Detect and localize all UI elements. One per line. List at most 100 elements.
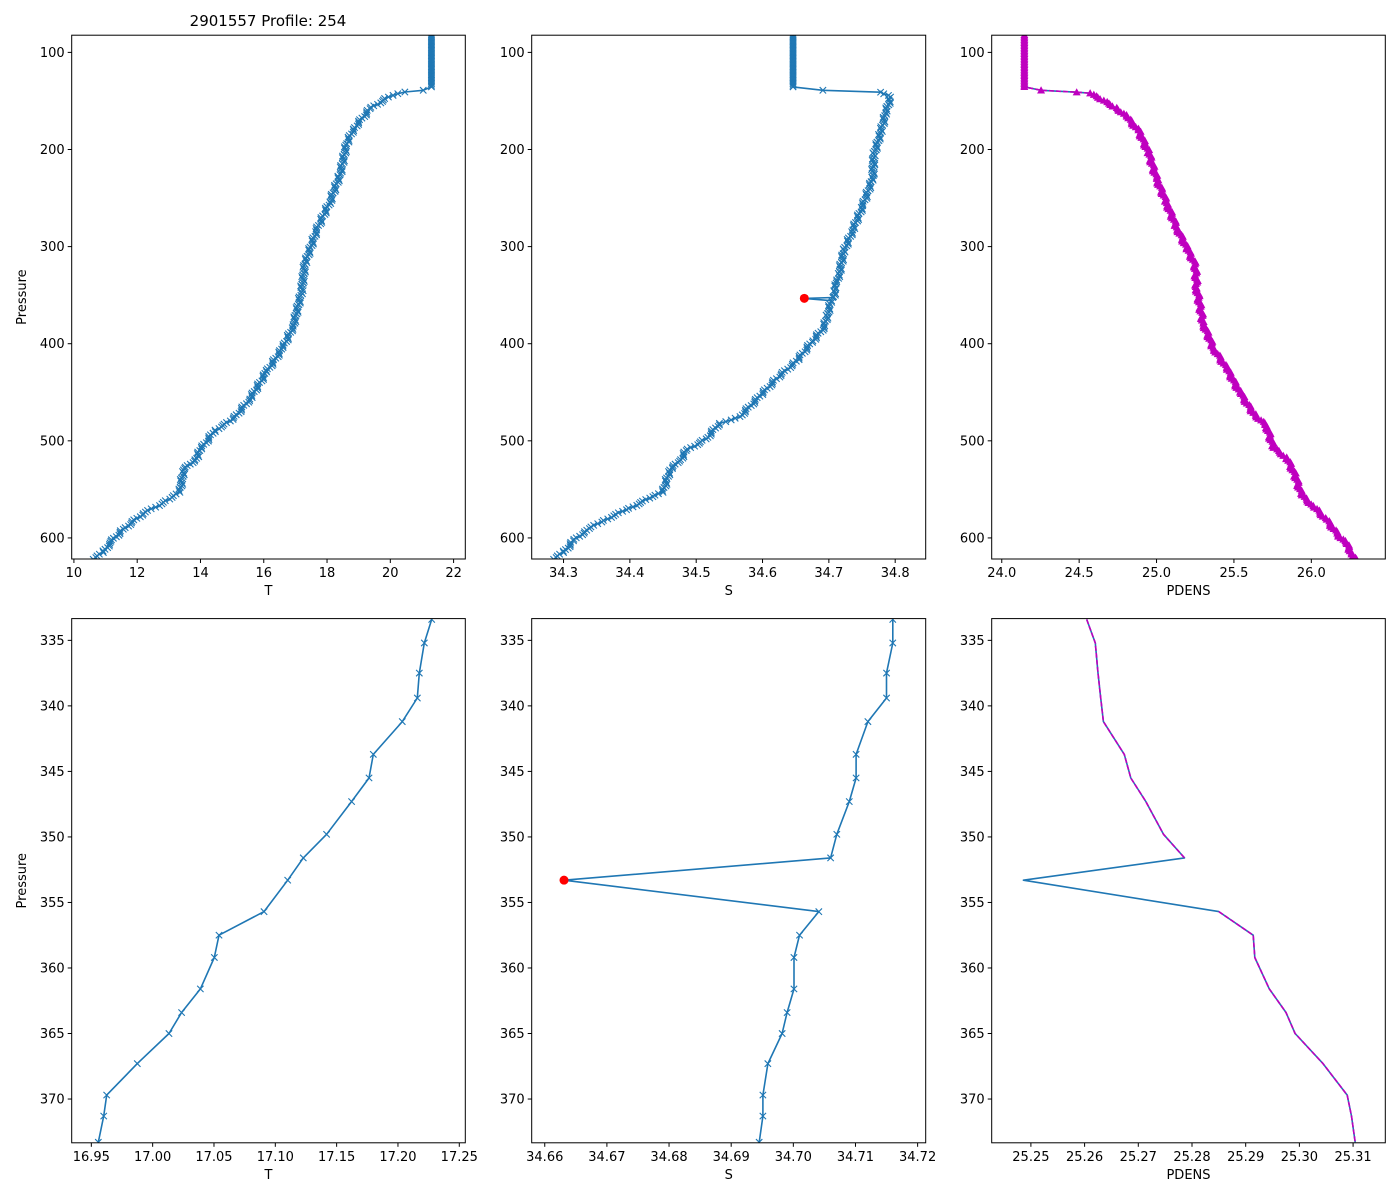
data-point-triangle-marker bbox=[1037, 86, 1046, 94]
x-tick-label: 26.0 bbox=[1297, 566, 1326, 581]
x-axis-label: T bbox=[264, 584, 273, 599]
plot-area bbox=[559, 618, 897, 1143]
data-point-x-marker bbox=[365, 774, 373, 782]
x-tick-label: 14 bbox=[192, 566, 209, 581]
y-tick-label: 335 bbox=[960, 634, 985, 649]
data-point-x-marker bbox=[155, 501, 164, 510]
data-point-x-marker bbox=[298, 273, 306, 281]
data-point-x-marker bbox=[295, 293, 303, 301]
data-point-x-marker bbox=[215, 931, 223, 939]
x-tick-label: 34.6 bbox=[748, 566, 777, 581]
axes-frame bbox=[531, 618, 927, 1144]
axes-frame bbox=[71, 618, 466, 1144]
data-point-x-marker bbox=[827, 854, 835, 862]
x-tick-label: 34.3 bbox=[549, 566, 578, 581]
data-point-x-marker bbox=[594, 520, 602, 528]
data-point-x-marker bbox=[852, 774, 860, 782]
figure-title: 2901557 Profile: 254 bbox=[190, 12, 347, 30]
y-tick-label: 340 bbox=[960, 699, 985, 714]
data-point-x-marker bbox=[759, 1112, 767, 1120]
data-point-x-marker bbox=[331, 184, 339, 192]
data-point-x-marker bbox=[702, 435, 710, 443]
data-point-x-marker bbox=[165, 1029, 173, 1038]
data-point-x-marker bbox=[342, 146, 350, 154]
data-point-x-marker bbox=[833, 277, 841, 286]
data-point-x-marker bbox=[349, 125, 357, 133]
density-dashed-line bbox=[1085, 619, 1356, 1143]
data-point-x-marker bbox=[819, 86, 827, 94]
x-tick-label: 17.10 bbox=[257, 1150, 294, 1165]
data-point-x-marker bbox=[659, 488, 667, 496]
data-point-x-marker bbox=[864, 718, 872, 726]
data-point-x-marker bbox=[300, 276, 308, 284]
x-tick-label: 12 bbox=[129, 566, 146, 581]
data-point-x-marker bbox=[279, 340, 287, 349]
axes-frame bbox=[991, 34, 1386, 560]
y-tick-label: 200 bbox=[960, 143, 985, 158]
x-tick-label: 25.30 bbox=[1281, 1150, 1318, 1165]
x-tick-label: 17.25 bbox=[441, 1150, 478, 1165]
y-tick-label: 600 bbox=[500, 531, 525, 546]
y-tick-label: 360 bbox=[40, 961, 65, 976]
data-point-x-marker bbox=[413, 694, 421, 702]
data-point-triangle-marker bbox=[1108, 102, 1117, 110]
data-point-x-marker bbox=[789, 80, 797, 88]
y-tick-label: 300 bbox=[40, 240, 65, 255]
data-point-x-marker bbox=[237, 404, 245, 413]
data-point-x-marker bbox=[552, 554, 560, 559]
data-point-x-marker bbox=[559, 548, 568, 557]
data-point-x-marker bbox=[866, 182, 874, 190]
data-point-x-marker bbox=[633, 501, 641, 509]
data-point-x-marker bbox=[882, 694, 891, 702]
y-tick-label: 370 bbox=[960, 1093, 985, 1108]
x-tick-label: 34.5 bbox=[682, 566, 711, 581]
data-point-x-marker bbox=[427, 80, 436, 88]
data-point-x-marker bbox=[691, 442, 699, 450]
data-point-x-marker bbox=[415, 669, 423, 677]
data-point-x-marker bbox=[789, 83, 797, 91]
y-tick-label: 365 bbox=[960, 1027, 985, 1042]
y-tick-label: 345 bbox=[960, 765, 985, 780]
data-point-x-marker bbox=[260, 908, 268, 916]
data-point-x-marker bbox=[299, 854, 307, 862]
y-tick-label: 400 bbox=[960, 337, 985, 352]
y-tick-label: 370 bbox=[500, 1093, 525, 1108]
x-axis-label: PDENS bbox=[1166, 1168, 1210, 1183]
subplot-6: 25.25 25.26 25.27 25.28 25.29 25.30 25.31 335 34… bbox=[960, 618, 1386, 1183]
data-point-triangle-marker bbox=[1354, 555, 1359, 559]
x-axis-label: T bbox=[264, 1168, 273, 1183]
y-tick-label: 300 bbox=[960, 240, 985, 255]
data-point-x-marker bbox=[778, 1029, 786, 1038]
flagged-data-point bbox=[799, 293, 809, 303]
y-tick-label: 335 bbox=[500, 634, 525, 649]
data-point-x-marker bbox=[420, 639, 428, 647]
data-point-triangle-marker bbox=[1020, 82, 1029, 91]
x-tick-label: 18 bbox=[319, 566, 336, 581]
y-tick-label: 600 bbox=[40, 531, 65, 546]
data-point-x-marker bbox=[354, 117, 363, 125]
data-point-x-marker bbox=[604, 515, 612, 523]
data-point-x-marker bbox=[389, 91, 397, 99]
subplot-3: 24.0 24.5 25.0 25.5 26.0 100 200 300 400 500 600 PD… bbox=[960, 34, 1386, 599]
data-point-x-marker bbox=[288, 324, 296, 332]
y-tick-label: 365 bbox=[500, 1027, 525, 1042]
subplot-1: 10 12 14 16 18 20 22 100 200 300 400 500 600 T Pressur… bbox=[15, 34, 466, 599]
data-point-x-marker bbox=[147, 505, 155, 513]
data-point-x-marker bbox=[836, 260, 844, 268]
x-tick-label: 34.7 bbox=[814, 566, 843, 581]
y-tick-label: 355 bbox=[40, 896, 65, 911]
x-tick-label: 25.5 bbox=[1219, 566, 1248, 581]
data-point-x-marker bbox=[322, 830, 331, 838]
y-tick-label: 500 bbox=[960, 434, 985, 449]
y-tick-label: 600 bbox=[960, 531, 985, 546]
data-point-x-marker bbox=[178, 479, 186, 487]
data-point-x-marker bbox=[166, 495, 174, 503]
data-point-x-marker bbox=[299, 262, 308, 270]
x-tick-label: 22 bbox=[445, 566, 462, 581]
y-tick-label: 340 bbox=[500, 699, 525, 714]
data-point-x-marker bbox=[94, 1138, 102, 1143]
data-point-x-marker bbox=[852, 750, 860, 758]
data-point-x-marker bbox=[727, 416, 735, 424]
plot-area bbox=[550, 35, 895, 559]
data-point-x-marker bbox=[428, 618, 436, 623]
